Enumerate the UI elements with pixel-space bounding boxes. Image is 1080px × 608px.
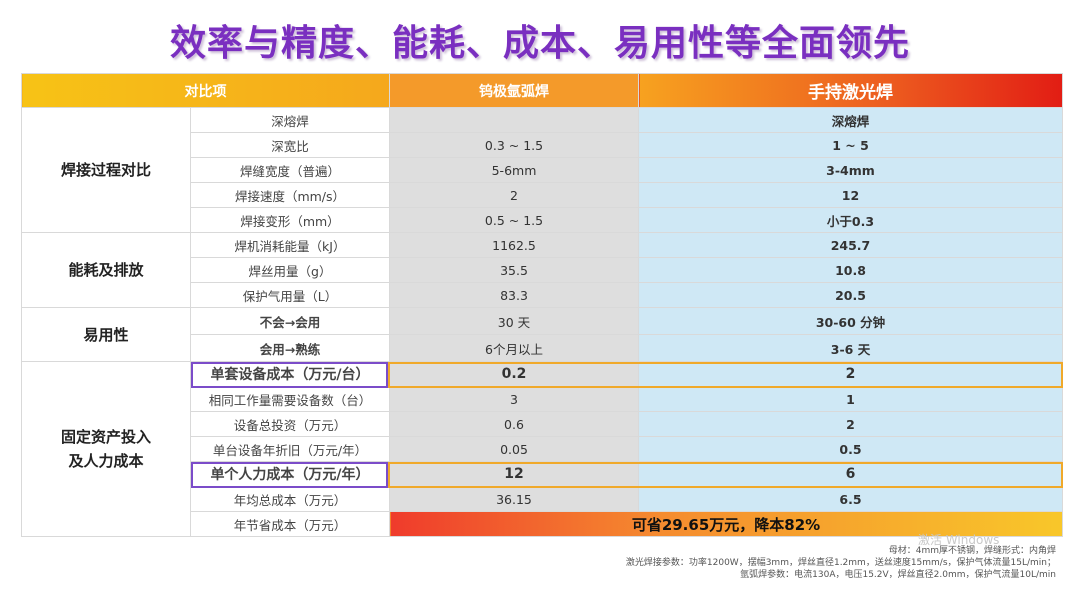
- row-item: 焊接速度（mm/s）: [190, 182, 390, 208]
- table-row: 易用性 不会→会用 30 天 30-60 分钟: [21, 307, 1063, 362]
- row-tig: 5-6mm: [389, 157, 639, 183]
- row-laser: 0.5: [638, 436, 1063, 462]
- highlight-box-equipment-cost: [191, 362, 388, 388]
- row-item: 单台设备年折旧（万元/年）: [190, 436, 390, 462]
- table-row-saving: 年节省成本（万元） 可省29.65万元，降本82%: [22, 511, 1063, 537]
- footnote-material: 母材：4mm厚不锈钢，焊缝形式：内角焊: [888, 546, 1056, 556]
- row-item: 深熔焊: [190, 107, 390, 133]
- category-cost: 固定资产投入 及人力成本: [21, 361, 191, 537]
- row-laser: 6.5: [638, 486, 1063, 512]
- header-laser: 手持激光焊: [638, 73, 1063, 108]
- row-item: 不会→会用: [190, 307, 390, 335]
- row-item: 会用→熟练: [190, 334, 390, 362]
- table-row: 焊丝用量（g） 35.5 10.8: [22, 257, 1063, 283]
- row-tig: 0.05: [389, 436, 639, 462]
- header-tig: 钨极氩弧焊: [389, 73, 639, 108]
- category-process: 焊接过程对比: [21, 107, 191, 233]
- footnote-tig-params: 氩弧焊参数：电流130A，电压15.2V，焊丝直径2.0mm，保护气流量10L/…: [740, 570, 1056, 580]
- row-tig: 2: [389, 182, 639, 208]
- windows-watermark: 激活 Windows: [918, 533, 1000, 547]
- row-item: 保护气用量（L）: [190, 282, 390, 308]
- category-ease: 易用性: [21, 307, 191, 362]
- table-row: 能耗及排放 焊机消耗能量（kJ） 1162.5 245.7: [21, 232, 1063, 308]
- row-item: 深宽比: [190, 132, 390, 158]
- row-tig: 0.6: [389, 411, 639, 437]
- row-tig: 83.3: [389, 282, 639, 308]
- row-item: 相同工作量需要设备数（台）: [190, 386, 390, 412]
- page-title: 效率与精度、能耗、成本、易用性等全面领先: [169, 23, 910, 64]
- row-tig: [389, 107, 639, 133]
- row-laser: 3-6 天: [638, 334, 1063, 362]
- row-item: 年节省成本（万元）: [190, 511, 390, 537]
- row-item: 设备总投资（万元）: [190, 411, 390, 437]
- row-tig: 3: [389, 386, 639, 412]
- row-laser: 20.5: [638, 282, 1063, 308]
- highlight-box-labor-cost-values: [388, 462, 1063, 488]
- table-row: 年均总成本（万元） 36.15 6.5: [22, 486, 1063, 512]
- table-row: 保护气用量（L） 83.3 20.5: [22, 282, 1063, 308]
- footnotes: 母材：4mm厚不锈钢，焊缝形式：内角焊 激光焊接参数：功率1200W，摆幅3mm…: [626, 545, 1056, 581]
- table-row-highlight: 单个人力成本（万元/年） 12 6: [22, 461, 1063, 487]
- table-row: 深宽比 0.3 ~ 1.5 1 ~ 5: [22, 132, 1063, 158]
- row-laser: 3-4mm: [638, 157, 1063, 183]
- row-tig: 0.5 ~ 1.5: [389, 207, 639, 233]
- row-item: 焊缝宽度（普遍）: [190, 157, 390, 183]
- header-item: 对比项: [21, 73, 390, 108]
- row-item: 焊丝用量（g）: [190, 257, 390, 283]
- row-item: 年均总成本（万元）: [190, 486, 390, 512]
- row-laser: 245.7: [638, 232, 1063, 258]
- row-laser: 10.8: [638, 257, 1063, 283]
- row-laser: 12: [638, 182, 1063, 208]
- row-tig: 1162.5: [389, 232, 639, 258]
- row-tig: 12: [389, 461, 639, 487]
- highlight-box-equipment-cost-values: [388, 362, 1063, 388]
- table-row: 会用→熟练 6个月以上 3-6 天: [22, 334, 1063, 362]
- comparison-table: 对比项 钨极氩弧焊 手持激光焊 焊接过程对比 深熔焊 深熔焊 深宽比 0.3 ~…: [21, 73, 1063, 537]
- highlight-box-labor-cost: [191, 462, 388, 488]
- category-cost-line1: 固定资产投入: [60, 428, 151, 446]
- row-tig: 0.2: [389, 361, 639, 387]
- footnote-laser-params: 激光焊接参数：功率1200W，摆幅3mm，焊丝直径1.2mm，送丝速度15mm/…: [625, 558, 1056, 568]
- table-row: 焊缝宽度（普遍） 5-6mm 3-4mm: [22, 157, 1063, 183]
- row-tig: 36.15: [389, 486, 639, 512]
- saving-banner: 可省29.65万元，降本82%: [389, 511, 1063, 537]
- row-laser: 30-60 分钟: [638, 307, 1063, 335]
- row-laser: 2: [638, 411, 1063, 437]
- table-header-row: 对比项 钨极氩弧焊 手持激光焊: [21, 73, 1063, 108]
- table-row: 单台设备年折旧（万元/年） 0.05 0.5: [22, 436, 1063, 462]
- row-tig: 35.5: [389, 257, 639, 283]
- category-cost-line2: 及人力成本: [68, 452, 144, 470]
- table-row: 设备总投资（万元） 0.6 2: [22, 411, 1063, 437]
- row-laser: 深熔焊: [638, 107, 1063, 133]
- row-tig: 6个月以上: [389, 334, 639, 362]
- row-laser: 小于0.3: [638, 207, 1063, 233]
- category-energy: 能耗及排放: [21, 232, 191, 308]
- row-item: 焊接变形（mm）: [190, 207, 390, 233]
- table-row: 焊接变形（mm） 0.5 ~ 1.5 小于0.3: [22, 207, 1063, 233]
- row-tig: 30 天: [389, 307, 639, 335]
- row-laser: 1 ~ 5: [638, 132, 1063, 158]
- row-item: 焊机消耗能量（kJ）: [190, 232, 390, 258]
- row-laser: 1: [638, 386, 1063, 412]
- row-tig: 0.3 ~ 1.5: [389, 132, 639, 158]
- table-row: 焊接过程对比 深熔焊 深熔焊: [21, 107, 1063, 233]
- row-item: 单个人力成本（万元/年）: [190, 461, 390, 487]
